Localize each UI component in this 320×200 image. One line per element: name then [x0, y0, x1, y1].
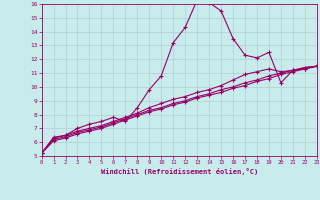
- X-axis label: Windchill (Refroidissement éolien,°C): Windchill (Refroidissement éolien,°C): [100, 168, 258, 175]
